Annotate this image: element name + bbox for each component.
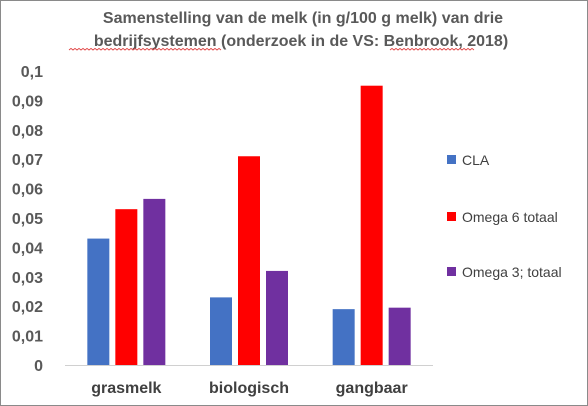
bars-group bbox=[87, 85, 411, 365]
legend-label: CLA bbox=[462, 152, 490, 168]
bar-omega-3-totaal-gangbaar bbox=[388, 307, 411, 365]
y-axis: 0 0,01 0,02 0,03 0,04 0,05 0,06 0,07 0,08 0,09 0,1 bbox=[12, 64, 43, 375]
y-tick-label: 0,01 bbox=[12, 329, 43, 346]
x-tick-label-grasmelk: grasmelk bbox=[91, 380, 161, 397]
y-tick-label: 0,06 bbox=[12, 182, 43, 199]
y-tick-label: 0,07 bbox=[12, 152, 43, 169]
bar-omega-6-totaal-biologisch bbox=[238, 156, 260, 365]
legend-swatch bbox=[447, 267, 456, 276]
legend-swatch bbox=[447, 155, 456, 164]
spellcheck-underlines bbox=[68, 47, 475, 51]
bar-cla-biologisch bbox=[210, 297, 232, 365]
bar-omega-3-totaal-grasmelk bbox=[143, 198, 166, 365]
bar-cla-gangbaar bbox=[332, 309, 355, 365]
y-tick-label: 0,05 bbox=[12, 211, 43, 228]
legend-swatch bbox=[447, 212, 456, 221]
y-tick-label: 0,03 bbox=[12, 270, 43, 287]
legend-label: Omega 6 totaal bbox=[462, 209, 558, 225]
chart-title-line-1: Samenstelling van de melk (in g/100 g me… bbox=[103, 10, 503, 27]
spellcheck-underline bbox=[68, 47, 222, 51]
y-tick-label: 0,09 bbox=[12, 93, 43, 110]
chart-title: Samenstelling van de melk (in g/100 g me… bbox=[94, 10, 508, 50]
y-tick-label: 0 bbox=[34, 358, 43, 375]
x-tick-label-gangbaar: gangbaar bbox=[336, 380, 408, 397]
y-tick-label: 0,04 bbox=[12, 240, 43, 257]
y-tick-label: 0,1 bbox=[21, 64, 43, 81]
y-tick-label: 0,02 bbox=[12, 299, 43, 316]
y-tick-label: 0,08 bbox=[12, 123, 43, 140]
legend: CLA Omega 6 totaal Omega 3; totaal bbox=[447, 152, 562, 280]
x-axis-labels: grasmelk biologisch gangbaar bbox=[91, 380, 407, 397]
x-tick-label-biologisch: biologisch bbox=[209, 380, 289, 397]
spellcheck-underline bbox=[389, 47, 475, 51]
legend-label: Omega 3; totaal bbox=[462, 264, 562, 280]
bar-cla-grasmelk bbox=[87, 238, 110, 365]
bar-omega-3-totaal-biologisch bbox=[266, 270, 288, 365]
chart-title-line-2: bedrijfsystemen (onderzoek in de VS: Ben… bbox=[94, 33, 508, 50]
bar-omega-6-totaal-gangbaar bbox=[360, 85, 383, 365]
bar-omega-6-totaal-grasmelk bbox=[115, 209, 138, 365]
